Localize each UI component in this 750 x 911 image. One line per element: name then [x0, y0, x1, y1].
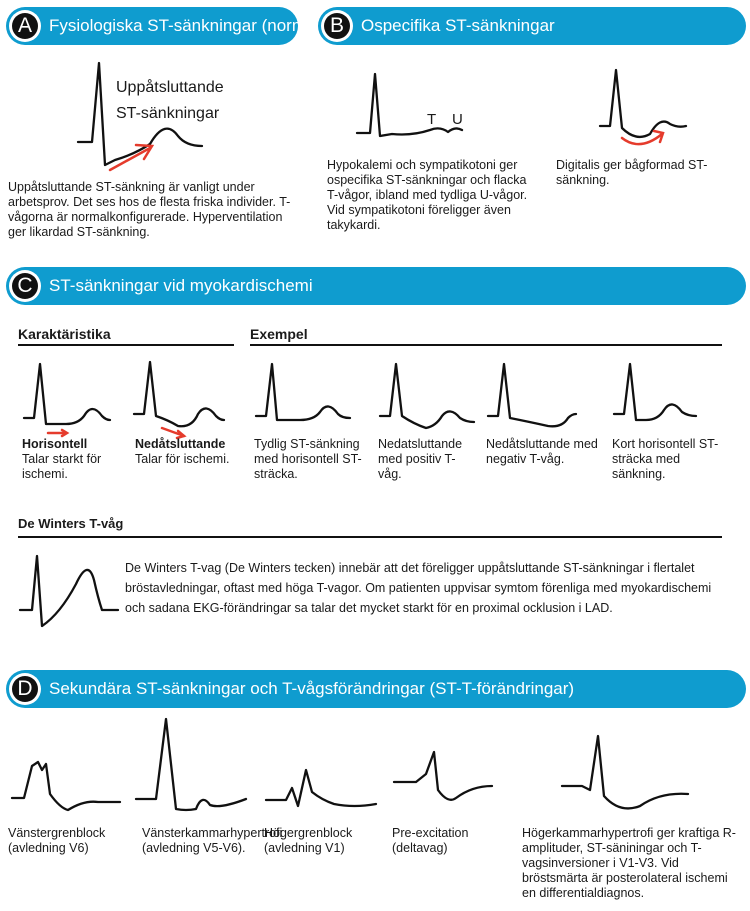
- char-item-2-desc: Talar för ischemi.: [135, 452, 230, 466]
- ecg-right-ventricular-hypertrophy: [560, 734, 690, 810]
- char-item-1-name: Horisontell: [22, 437, 88, 451]
- d-item-1-text: Vänstergrenblock (avledning V6): [8, 826, 106, 855]
- char-item-2-name: Nedåtsluttande: [135, 437, 226, 451]
- section-d-banner: D Sekundära ST-sänkningar och T-vågsförä…: [6, 670, 746, 708]
- t-wave-label: T: [427, 111, 437, 128]
- example-3-text: Nedåtsluttande med negativ T-våg.: [486, 437, 598, 466]
- example-4-text: Kort horisontell ST-sträcka med sänkning…: [612, 437, 719, 481]
- section-c-title: ST-sänkningar vid myokardischemi: [49, 276, 313, 295]
- d-item-4-text: Pre-excitation (deltavag): [392, 826, 469, 855]
- examples-heading: Exempel: [250, 326, 308, 342]
- ecg-upsloping-st-depression: [76, 61, 204, 172]
- ecg-de-winters-t-wave: [18, 554, 120, 628]
- dewinters-rule: [18, 536, 722, 538]
- examples-rule: [250, 344, 722, 346]
- ecg-digitalis-scooped-st: [598, 68, 688, 146]
- example-2-text: Nedatsluttande med positiv T-våg.: [378, 437, 463, 481]
- ecg-left-bundle-branch-block: [10, 760, 122, 812]
- ecg-example-downsloping-positive-t: [378, 362, 476, 430]
- ecg-example-downsloping-negative-t: [486, 362, 578, 428]
- section-a-title: Fysiologiska ST-sänkningar (normala): [49, 16, 335, 35]
- section-b-text-digitalis: Digitalis ger bågformad ST-sänkning.: [556, 158, 708, 187]
- ecg-pre-excitation-delta-wave: [392, 750, 494, 801]
- d-item-5-text: Högerkammarhypertrofi ger kraftiga R-amp…: [522, 826, 736, 900]
- section-b-banner: B Ospecifika ST-sänkningar: [318, 7, 746, 45]
- dewinters-text: De Winters T-vag (De Winters tecken) inn…: [125, 561, 712, 615]
- section-a-badge: A: [9, 10, 41, 42]
- ecg-example-horizontal: [254, 362, 352, 422]
- ecg-hypokalemia-tu-waves: [355, 72, 464, 138]
- u-wave-label: U: [452, 111, 463, 128]
- ecg-right-bundle-branch-block: [264, 768, 378, 808]
- ecg-downsloping-st: [132, 360, 226, 440]
- figure-label-upsloping: Uppåtsluttande: [116, 79, 224, 96]
- section-a-text: Uppåtsluttande ST-sänkning är vanligt un…: [8, 180, 291, 239]
- section-d-title: Sekundära ST-sänkningar och T-vågsföränd…: [49, 679, 575, 698]
- characteristics-rule: [18, 344, 234, 346]
- d-item-2-text: Vänsterkammarhypertrofi (avledning V5-V6…: [142, 826, 283, 855]
- section-a-banner: A Fysiologiska ST-sänkningar (normala): [6, 7, 334, 45]
- section-b-text-hypokalemia: Hypokalemi och sympatikotoni ger ospecif…: [327, 158, 528, 232]
- ecg-horizontal-st: [22, 362, 112, 438]
- section-b-title: Ospecifika ST-sänkningar: [361, 16, 555, 35]
- ecg-example-short-horizontal: [612, 362, 698, 422]
- section-d-badge: D: [9, 673, 41, 705]
- char-item-1-desc: Talar starkt för ischemi.: [22, 452, 102, 481]
- d-item-3-text: Högergrenblock (avledning V1): [264, 826, 353, 855]
- section-c-badge: C: [9, 270, 41, 302]
- characteristics-heading: Karaktäristika: [18, 326, 111, 342]
- dewinters-heading: De Winters T-våg: [18, 516, 124, 531]
- figure-label-st: ST-sänkningar: [116, 105, 220, 122]
- section-b-badge: B: [321, 10, 353, 42]
- example-1-text: Tydlig ST-sänkning med horisontell ST-st…: [254, 437, 362, 481]
- ecg-left-ventricular-hypertrophy: [134, 717, 248, 812]
- section-c-banner: C ST-sänkningar vid myokardischemi: [6, 267, 746, 305]
